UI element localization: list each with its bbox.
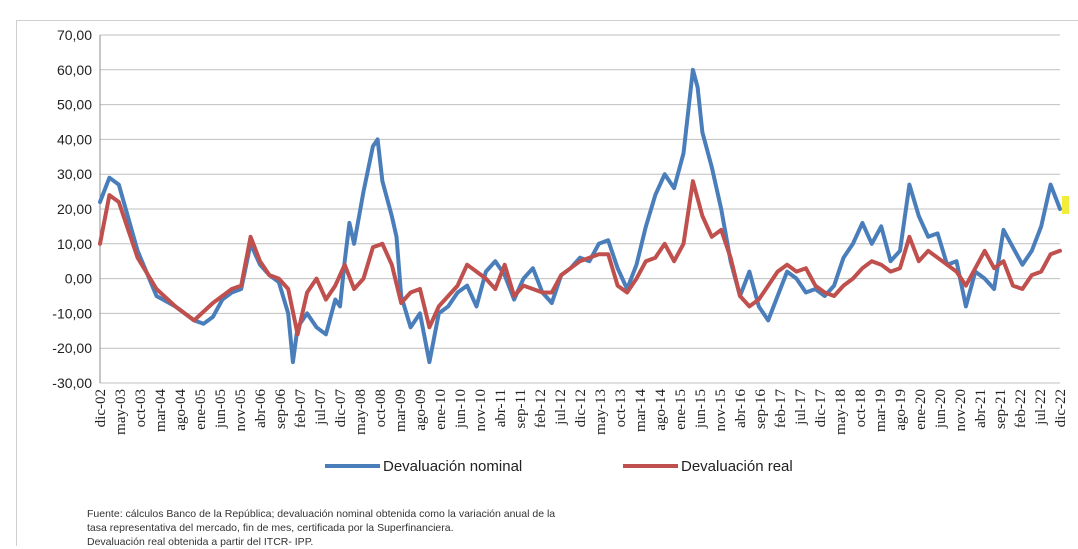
legend-label: Devaluación real xyxy=(681,458,793,475)
source-note-line: tasa representativa del mercado, fin de … xyxy=(87,522,454,534)
y-tick-label: 50,00 xyxy=(57,97,92,113)
series-line xyxy=(98,67,1062,365)
x-tick-label: jun-15 xyxy=(693,389,709,429)
x-tick-label: dic-17 xyxy=(813,389,829,428)
y-axis-tick-labels: 70,00 60,00 50,00 40,00 30,00 20,00 10,00 0,00 -… xyxy=(52,27,92,391)
line-chart: 70,00 60,00 50,00 40,00 30,00 20,00 10,00 0,00 -… xyxy=(52,27,1069,475)
source-note-line: Devaluación real obtenida a partir del I… xyxy=(87,536,314,548)
x-tick-label: nov-10 xyxy=(473,389,489,432)
series-line xyxy=(98,179,1062,337)
x-tick-label: ene-05 xyxy=(193,389,209,430)
x-tick-label: jun-05 xyxy=(213,389,229,429)
x-tick-label: dic-02 xyxy=(93,389,109,427)
x-tick-label: feb-07 xyxy=(293,389,309,429)
x-tick-label: mar-19 xyxy=(873,389,889,432)
x-tick-label: sep-06 xyxy=(273,389,289,429)
source-note-line: Fuente: cálculos Banco de la República; … xyxy=(87,508,556,520)
x-tick-label: nov-05 xyxy=(233,389,249,432)
x-tick-label: mar-04 xyxy=(153,389,169,433)
y-tick-label: 30,00 xyxy=(57,166,92,182)
y-tick-label: 0,00 xyxy=(65,271,92,287)
y-tick-label: 20,00 xyxy=(57,201,92,217)
x-tick-label: jul-17 xyxy=(793,389,809,426)
x-axis-tick-labels: dic-02 may-03 oct-03 mar-04 ago-04 ene-05 jun-… xyxy=(93,389,1069,435)
x-tick-label: may-03 xyxy=(113,389,129,435)
x-tick-label: oct-18 xyxy=(853,389,869,427)
x-tick-label: abr-21 xyxy=(973,389,989,428)
x-tick-label: mar-14 xyxy=(633,389,649,433)
x-tick-label: ago-09 xyxy=(413,389,429,431)
highlight-marker xyxy=(1062,196,1069,214)
y-tick-label: 10,00 xyxy=(57,236,92,252)
x-tick-label: jul-12 xyxy=(553,389,569,426)
series-lines xyxy=(98,67,1062,365)
x-tick-label: ago-19 xyxy=(893,389,909,431)
x-tick-label: feb-22 xyxy=(1013,389,1029,428)
x-tick-label: ago-14 xyxy=(653,389,669,431)
x-tick-label: dic-12 xyxy=(573,389,589,427)
source-note: Fuente: cálculos Banco de la República; … xyxy=(87,507,987,549)
x-tick-label: sep-21 xyxy=(993,389,1009,429)
legend: Devaluación nominal Devaluación real xyxy=(325,458,793,475)
x-tick-label: oct-08 xyxy=(373,389,389,427)
y-tick-label: 60,00 xyxy=(57,62,92,78)
x-tick-label: may-18 xyxy=(833,389,849,435)
gridlines xyxy=(99,34,1060,384)
x-tick-label: jul-07 xyxy=(313,389,329,426)
x-tick-label: mar-09 xyxy=(393,389,409,432)
x-tick-label: jun-10 xyxy=(453,389,469,429)
x-tick-label: dic-07 xyxy=(333,389,349,428)
y-tick-label: 40,00 xyxy=(57,131,92,147)
x-tick-label: ene-10 xyxy=(433,389,449,430)
x-tick-label: ene-20 xyxy=(913,389,929,430)
x-tick-label: abr-16 xyxy=(733,389,749,428)
x-tick-label: abr-11 xyxy=(493,389,509,427)
x-tick-label: jul-22 xyxy=(1033,389,1049,426)
legend-label: Devaluación nominal xyxy=(383,458,522,475)
x-tick-label: sep-16 xyxy=(753,389,769,429)
x-tick-label: sep-11 xyxy=(513,389,529,428)
x-tick-label: ene-15 xyxy=(673,389,689,430)
y-tick-label: -30,00 xyxy=(52,375,92,391)
x-tick-label: feb-17 xyxy=(773,389,789,429)
x-tick-label: ago-04 xyxy=(173,389,189,431)
x-tick-label: abr-06 xyxy=(253,389,269,428)
x-tick-label: may-13 xyxy=(593,389,609,435)
x-tick-label: may-08 xyxy=(353,389,369,435)
x-tick-label: oct-03 xyxy=(133,389,149,427)
x-tick-label: nov-20 xyxy=(953,389,969,432)
y-tick-label: -20,00 xyxy=(52,340,92,356)
chart-frame: 70,00 60,00 50,00 40,00 30,00 20,00 10,00 0,00 -… xyxy=(16,20,1078,549)
y-tick-label: 70,00 xyxy=(57,27,92,43)
x-tick-label: oct-13 xyxy=(613,389,629,427)
x-tick-label: jun-20 xyxy=(933,389,949,429)
x-tick-label: dic-22 xyxy=(1053,389,1069,427)
y-tick-label: -10,00 xyxy=(52,305,92,321)
x-tick-label: feb-12 xyxy=(533,389,549,428)
x-tick-label: nov-15 xyxy=(713,389,729,432)
